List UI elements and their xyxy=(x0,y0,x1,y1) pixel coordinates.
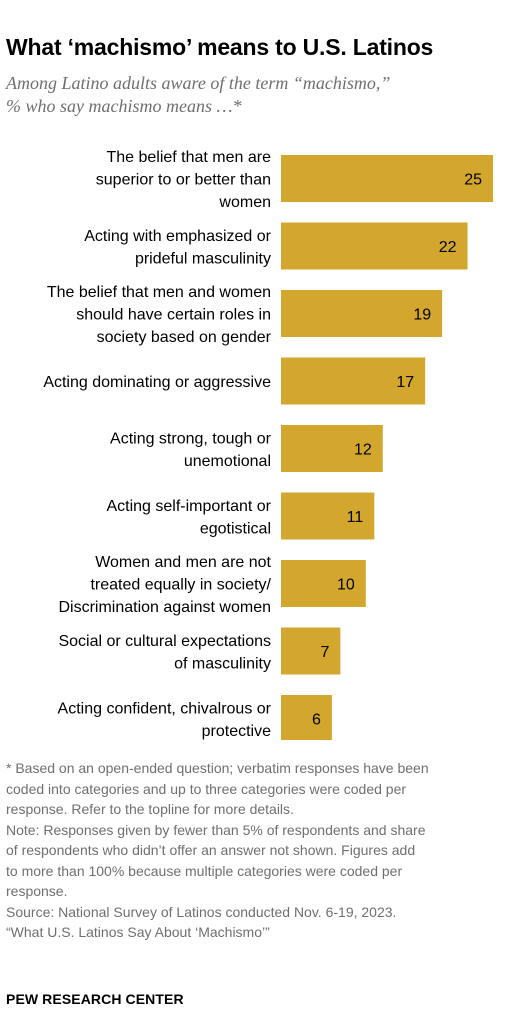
bar xyxy=(281,560,366,607)
note-line: to more than 100% because multiple categ… xyxy=(6,862,403,879)
bar xyxy=(281,222,468,270)
note-line: Source: National Survey of Latinos condu… xyxy=(6,903,397,920)
note-line: response. xyxy=(6,883,68,899)
subtitle-line: % who say machismo means …* xyxy=(6,96,242,116)
category-label: Women and men are not treated equally in … xyxy=(58,554,271,616)
chart-subtitle: Among Latino adults aware of the term “m… xyxy=(6,72,506,118)
category-label-line: Acting dominating or aggressive xyxy=(43,374,271,391)
category-label-line: Discrimination against women xyxy=(58,599,271,616)
bar xyxy=(281,627,341,675)
bar-row: 11 Acting self-important or egotistical xyxy=(106,492,375,540)
category-label: The belief that men are superior to or be… xyxy=(96,149,271,211)
bar xyxy=(281,290,443,337)
bar-row: 6 Acting confident, chivalrous or protecti… xyxy=(58,695,332,740)
bar-value-label: 25 xyxy=(464,172,482,189)
note-line: response. Refer to the topline for more … xyxy=(6,801,294,817)
category-label-line: superior to or better than xyxy=(96,172,271,189)
category-label-line: prideful masculinity xyxy=(135,250,271,267)
bar-row: 22 Acting with emphasized or prideful masc… xyxy=(84,222,468,270)
category-label-line: women xyxy=(218,194,271,211)
note-line: “What U.S. Latinos Say About ‘Machismo’” xyxy=(6,924,270,940)
subtitle-line: Among Latino adults aware of the term “m… xyxy=(6,73,391,93)
bar-chart: 25 The belief that men are superior to or … xyxy=(43,149,493,740)
category-label-line: of masculinity xyxy=(174,655,271,672)
note-line: coded into categories and up to three ca… xyxy=(6,780,407,797)
note-line: of respondents who didn’t offer an answe… xyxy=(6,842,416,858)
category-label-line: should have certain roles in xyxy=(76,307,271,324)
bar xyxy=(281,155,493,202)
category-label-line: Acting confident, chivalrous or xyxy=(58,700,272,717)
bar xyxy=(281,425,383,472)
category-label-line: The belief that men and women xyxy=(47,284,271,301)
chart-notes: * Based on an open-ended question; verba… xyxy=(6,758,508,943)
category-label-line: protective xyxy=(202,723,271,740)
note-line: * Based on an open-ended question; verba… xyxy=(6,760,429,776)
bar-row: 17 Acting dominating or aggressive xyxy=(43,357,426,405)
bar-row: 19 The belief that men and women should ha… xyxy=(47,284,443,346)
category-label: Acting with emphasized or prideful mascul… xyxy=(84,228,271,268)
bar-value-label: 17 xyxy=(396,374,414,391)
bar-value-label: 22 xyxy=(439,239,457,256)
category-label-line: society based on gender xyxy=(97,329,272,346)
note-line: Note: Responses given by fewer than 5% o… xyxy=(6,821,426,838)
category-label: Acting self-important or egotistical xyxy=(106,498,271,538)
brand-logo-text: PEW RESEARCH CENTER xyxy=(6,991,184,1007)
category-label-line: unemotional xyxy=(184,453,271,470)
bar-row: 12 Acting strong, tough or unemotional xyxy=(110,425,383,472)
bar-value-label: 12 xyxy=(354,442,372,459)
bar-row: 7 Social or cultural expectations of mascu… xyxy=(58,627,341,675)
bar xyxy=(281,695,332,740)
category-label-line: Acting strong, tough or xyxy=(110,430,272,447)
bar xyxy=(281,492,375,540)
category-label-line: Women and men are not xyxy=(95,554,271,571)
bar-row: 25 The belief that men are superior to or … xyxy=(96,149,493,211)
category-label-line: Acting with emphasized or xyxy=(84,228,271,245)
bar-row: 10 Women and men are not treated equally i… xyxy=(58,554,366,616)
chart-title: What ‘machismo’ means to U.S. Latinos xyxy=(6,34,434,60)
category-label-line: Social or cultural expectations xyxy=(58,633,271,650)
category-label-line: egotistical xyxy=(200,520,271,537)
category-label-line: The belief that men are xyxy=(106,149,271,166)
category-label-line: treated equally in society/ xyxy=(90,577,271,594)
category-label: Acting strong, tough or unemotional xyxy=(110,430,272,470)
bar-value-label: 7 xyxy=(320,644,329,661)
bar-value-label: 19 xyxy=(413,307,431,324)
category-label: Acting confident, chivalrous or protectiv… xyxy=(58,700,272,740)
category-label: The belief that men and women should have… xyxy=(47,284,272,346)
category-label-line: Acting self-important or xyxy=(106,498,271,515)
bar-value-label: 11 xyxy=(347,509,364,526)
bar xyxy=(281,357,426,405)
bar-value-label: 6 xyxy=(312,712,321,729)
category-label: Acting dominating or aggressive xyxy=(43,374,271,391)
bar-value-label: 10 xyxy=(337,577,355,594)
category-label: Social or cultural expectations of mascul… xyxy=(58,633,271,673)
